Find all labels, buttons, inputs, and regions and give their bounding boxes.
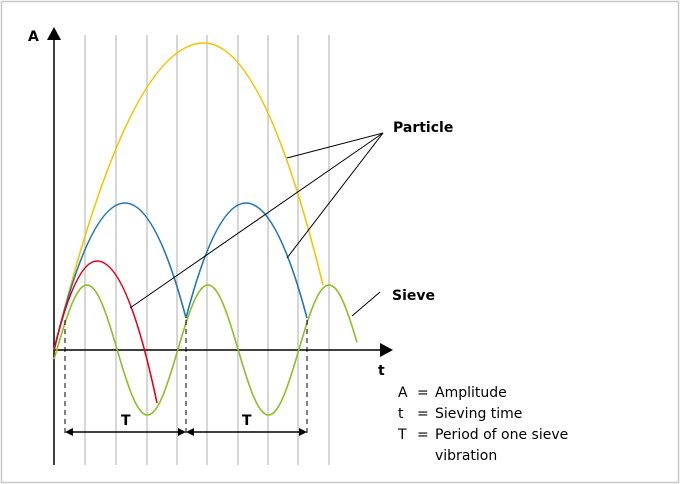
legend-symbol: t [398,406,404,422]
x-arrow [380,343,393,357]
legend-symbol: A [398,385,408,401]
particle-curve-yellow [53,42,324,351]
particle-curve-blue [53,202,187,351]
period-label: T [121,413,131,429]
legend-symbol: T [397,427,407,443]
axes [53,38,382,465]
period-label: T [242,413,252,429]
legend-text: Period of one sieve [435,427,568,443]
legend-text: vibration [435,448,497,464]
sieve-label: Sieve [392,288,435,304]
period-markers [64,320,308,437]
particle-curve-blue [185,202,308,319]
x-axis-label: t [378,363,385,379]
particle-curve-red [53,260,158,404]
y-axis-label: A [28,29,39,45]
legend-equals: = [417,385,429,401]
legend-equals: = [417,406,429,422]
particle-label: Particle [393,120,453,136]
pointers [129,132,384,317]
legend: A = Amplitude t = Sieving time T = Period of one… [397,385,568,464]
arrowheads [65,428,307,436]
legend-equals: = [417,427,429,443]
y-arrow [47,27,61,40]
legend-text: Amplitude [435,385,507,401]
legend-text: Sieving time [435,406,522,422]
